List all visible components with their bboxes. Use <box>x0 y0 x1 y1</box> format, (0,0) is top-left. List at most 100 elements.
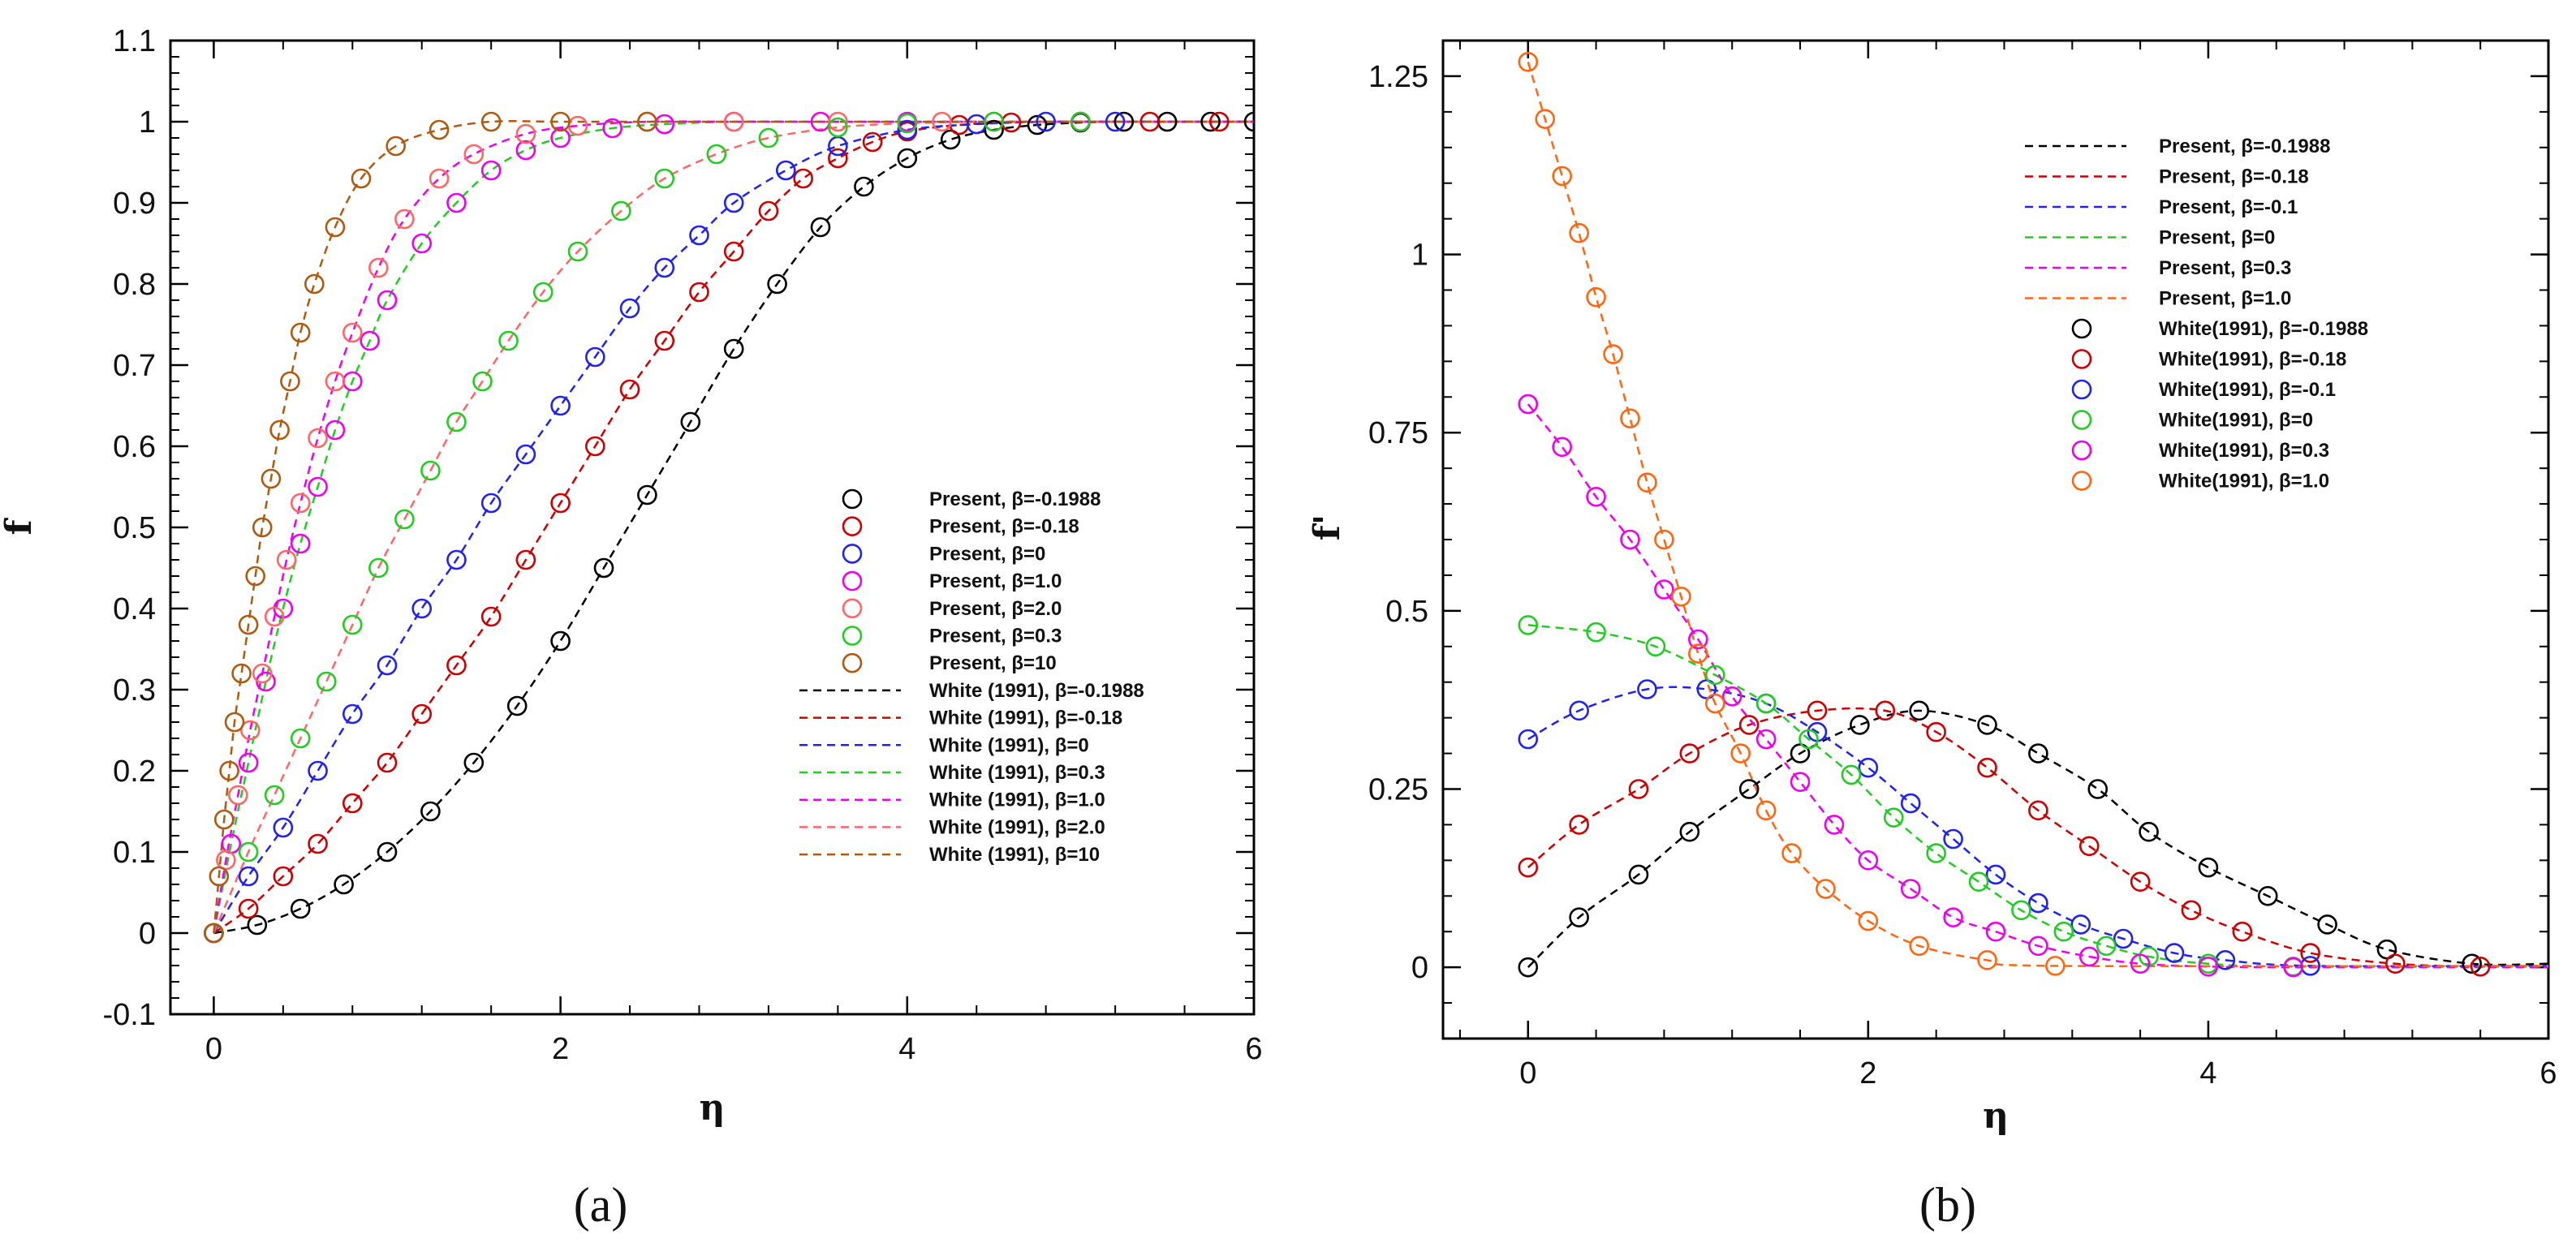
data-point <box>394 209 415 230</box>
data-point <box>239 720 261 741</box>
series-curve <box>213 120 1254 935</box>
data-point <box>290 898 311 919</box>
legend-label: Present, β=-0.1988 <box>929 488 1101 510</box>
data-point <box>351 168 372 189</box>
data-point <box>308 760 328 781</box>
y-tick-label: 0.5 <box>1385 595 1428 629</box>
data-point <box>1518 957 1539 978</box>
legend-marker <box>842 488 863 510</box>
data-point <box>1208 111 1230 132</box>
legend-marker <box>842 652 863 673</box>
data-point <box>1679 743 1700 763</box>
data-point <box>1105 111 1126 132</box>
data-point <box>897 119 918 140</box>
data-point <box>550 630 571 652</box>
data-point <box>940 129 961 150</box>
legend-marker <box>2071 410 2092 430</box>
data-point <box>216 850 236 871</box>
data-point <box>1977 950 1997 970</box>
y-tick-label: 0 <box>1411 951 1428 985</box>
y-tick-label: 0.4 <box>113 592 156 626</box>
legend-label: Present, β=-0.18 <box>929 516 1079 538</box>
legend-marker <box>842 516 863 537</box>
data-point <box>446 655 467 676</box>
legend-label: Present, β=-0.1988 <box>2159 135 2330 157</box>
data-point <box>264 606 285 627</box>
data-point <box>394 509 415 530</box>
data-point <box>1968 871 1989 893</box>
data-point <box>1696 679 1717 699</box>
legend-label: Present, β=0 <box>2159 227 2275 249</box>
data-point <box>567 241 588 262</box>
series-curve <box>1527 709 2548 968</box>
data-point <box>238 841 259 862</box>
legend-label: White (1991), β=2.0 <box>929 816 1105 838</box>
data-point <box>1243 111 1254 132</box>
data-point <box>498 330 519 351</box>
data-point <box>1628 864 1649 885</box>
y-tick-label: 0.1 <box>113 836 156 870</box>
legend-label: White(1991), β=-0.1 <box>2159 379 2336 401</box>
data-point <box>1586 286 1606 308</box>
data-point <box>897 113 918 134</box>
y-tick-label: 0.3 <box>113 673 156 708</box>
data-point <box>1518 52 1539 72</box>
legend-label: Present, β=0.3 <box>929 626 1062 647</box>
data-point <box>828 135 848 157</box>
y-tick-label: -0.1 <box>103 998 156 1032</box>
x-tick-label: 0 <box>1519 1056 1536 1090</box>
legend-label: Present, β=-0.1 <box>2159 196 2298 218</box>
data-point <box>446 192 467 213</box>
data-point <box>1807 700 1828 721</box>
data-point <box>758 127 779 148</box>
data-point <box>723 241 744 262</box>
data-point <box>342 322 363 343</box>
data-point <box>1603 344 1623 364</box>
legend-marker <box>2071 440 2092 461</box>
y-tick-label: 0.75 <box>1368 416 1428 450</box>
data-point <box>723 111 744 132</box>
data-point <box>429 119 450 140</box>
y-tick-label: 1 <box>1411 239 1428 273</box>
data-point <box>1586 622 1606 643</box>
y-tick-label: 1.25 <box>1368 60 1428 94</box>
y-tick-label: 0.6 <box>113 430 156 464</box>
data-point <box>1518 729 1539 750</box>
data-point <box>515 123 536 144</box>
legend-label: White (1991), β=1.0 <box>929 789 1105 811</box>
data-point <box>619 379 640 400</box>
data-point <box>1688 643 1708 664</box>
data-point <box>1620 408 1640 428</box>
data-point <box>1841 764 1862 785</box>
data-point <box>2139 821 2159 842</box>
data-point <box>984 111 1004 132</box>
data-point <box>377 655 398 676</box>
data-point <box>758 200 779 222</box>
data-point <box>480 160 502 181</box>
data-point <box>219 760 239 781</box>
data-point <box>1200 111 1221 132</box>
data-point <box>342 793 363 814</box>
data-point <box>689 282 709 303</box>
data-point <box>238 614 259 635</box>
legend-label: White(1991), β=-0.1988 <box>2159 318 2368 340</box>
data-point <box>1850 715 1870 735</box>
data-point <box>2070 914 2091 935</box>
data-point <box>238 866 259 887</box>
data-point <box>228 785 248 806</box>
data-point <box>828 117 848 138</box>
data-point <box>1798 729 1819 750</box>
x-tick-label: 6 <box>1245 1032 1262 1066</box>
data-point <box>1977 757 1997 778</box>
data-point <box>619 298 640 319</box>
data-point <box>446 549 467 570</box>
data-point <box>377 290 398 311</box>
panel-a-caption: (a) <box>574 1178 628 1232</box>
data-point <box>1679 821 1700 842</box>
data-point <box>2078 946 2100 967</box>
data-point <box>1070 111 1091 132</box>
data-point <box>429 168 450 189</box>
data-point <box>1518 857 1539 878</box>
data-point <box>252 663 273 684</box>
data-point <box>2113 928 2134 949</box>
